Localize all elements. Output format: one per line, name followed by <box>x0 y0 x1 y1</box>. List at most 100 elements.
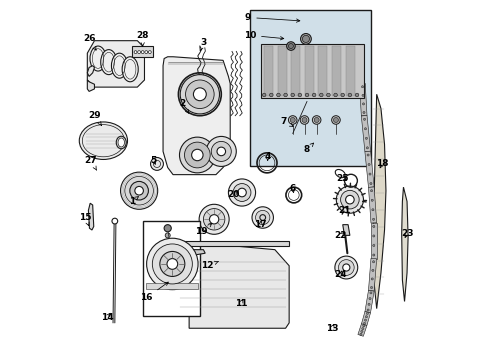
Circle shape <box>340 93 344 97</box>
Circle shape <box>359 333 361 336</box>
Circle shape <box>209 215 218 224</box>
Circle shape <box>361 328 363 330</box>
Bar <box>146 283 198 289</box>
Polygon shape <box>364 290 373 312</box>
Text: 15: 15 <box>79 213 92 226</box>
Circle shape <box>367 163 369 166</box>
Circle shape <box>371 209 373 211</box>
Circle shape <box>313 117 319 122</box>
Polygon shape <box>291 46 300 96</box>
Circle shape <box>160 251 184 276</box>
Polygon shape <box>345 46 354 96</box>
Circle shape <box>134 51 137 54</box>
Text: 9: 9 <box>244 13 299 22</box>
Circle shape <box>288 44 293 49</box>
Text: 6: 6 <box>289 184 295 193</box>
Text: 18: 18 <box>375 159 387 168</box>
Text: 24: 24 <box>334 270 346 279</box>
Circle shape <box>363 322 365 324</box>
Ellipse shape <box>90 46 106 71</box>
Circle shape <box>165 233 170 238</box>
Circle shape <box>193 88 206 101</box>
Polygon shape <box>176 241 288 328</box>
Polygon shape <box>304 46 313 96</box>
Polygon shape <box>361 116 370 152</box>
Circle shape <box>333 117 338 122</box>
Text: 25: 25 <box>336 174 348 183</box>
Circle shape <box>191 149 203 161</box>
Circle shape <box>269 93 272 97</box>
Polygon shape <box>163 57 230 175</box>
Polygon shape <box>331 46 340 96</box>
Circle shape <box>364 319 366 321</box>
Ellipse shape <box>101 50 117 75</box>
Text: 21: 21 <box>338 206 350 215</box>
Circle shape <box>372 254 374 256</box>
Polygon shape <box>87 80 94 91</box>
Polygon shape <box>361 311 370 325</box>
Circle shape <box>233 184 250 202</box>
Polygon shape <box>401 187 407 301</box>
Circle shape <box>283 93 287 97</box>
Polygon shape <box>192 249 205 255</box>
Text: 14: 14 <box>101 313 113 322</box>
Polygon shape <box>87 41 144 87</box>
Circle shape <box>148 51 151 54</box>
Circle shape <box>112 218 118 224</box>
Circle shape <box>217 147 225 156</box>
Polygon shape <box>342 225 349 235</box>
Text: 5: 5 <box>150 156 156 165</box>
Polygon shape <box>368 187 376 223</box>
Circle shape <box>302 35 309 42</box>
Circle shape <box>361 94 364 96</box>
Circle shape <box>336 186 363 213</box>
Circle shape <box>372 218 374 220</box>
Circle shape <box>340 190 358 209</box>
Circle shape <box>371 269 373 271</box>
Circle shape <box>362 325 364 327</box>
Circle shape <box>228 179 255 206</box>
Circle shape <box>206 136 236 166</box>
Bar <box>249 10 370 166</box>
Polygon shape <box>132 46 153 57</box>
Text: 16: 16 <box>140 282 168 302</box>
Circle shape <box>326 93 329 97</box>
Circle shape <box>367 303 369 305</box>
Text: 11: 11 <box>234 299 246 308</box>
Circle shape <box>362 111 365 113</box>
Circle shape <box>286 42 295 50</box>
Polygon shape <box>88 203 94 230</box>
Circle shape <box>166 258 177 269</box>
Text: 3: 3 <box>200 38 206 51</box>
Ellipse shape <box>79 122 127 159</box>
Text: 19: 19 <box>195 224 211 236</box>
Text: 4: 4 <box>264 152 270 161</box>
Circle shape <box>368 297 370 300</box>
Circle shape <box>370 287 372 289</box>
Circle shape <box>305 93 308 97</box>
Circle shape <box>372 261 374 263</box>
Text: 20: 20 <box>227 190 240 199</box>
Ellipse shape <box>122 57 138 82</box>
Circle shape <box>370 199 372 201</box>
Circle shape <box>290 93 294 97</box>
Text: 1: 1 <box>128 197 138 206</box>
Circle shape <box>369 292 371 294</box>
Polygon shape <box>372 94 385 309</box>
Circle shape <box>345 195 353 204</box>
Polygon shape <box>368 258 376 291</box>
Circle shape <box>203 208 224 230</box>
Circle shape <box>365 137 367 139</box>
Text: 23: 23 <box>400 229 412 238</box>
Text: 17: 17 <box>254 220 266 229</box>
Polygon shape <box>277 46 286 96</box>
Circle shape <box>331 116 340 124</box>
Circle shape <box>364 128 366 130</box>
Circle shape <box>211 141 231 161</box>
Polygon shape <box>176 241 288 246</box>
Ellipse shape <box>118 138 124 147</box>
Circle shape <box>185 80 214 109</box>
Circle shape <box>135 186 143 195</box>
Circle shape <box>366 312 367 315</box>
Circle shape <box>138 51 140 54</box>
